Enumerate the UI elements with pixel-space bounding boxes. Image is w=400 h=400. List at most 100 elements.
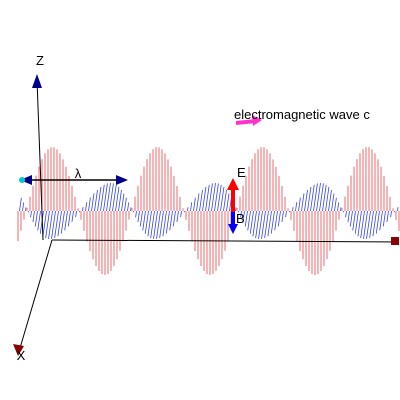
b-field-line — [85, 202, 88, 212]
b-field-line — [242, 210, 245, 223]
b-field-line — [25, 207, 27, 212]
b-field-line — [176, 210, 179, 222]
b-field-line — [379, 210, 383, 231]
b-field-line — [247, 210, 251, 231]
b-field-line — [34, 210, 38, 227]
b-field-line — [258, 210, 263, 239]
b-field-line — [165, 210, 170, 234]
b-field-line — [285, 210, 287, 218]
b-field-line — [363, 210, 368, 239]
b-field-line — [150, 210, 155, 239]
b-field-line — [169, 210, 173, 231]
b-field-line — [304, 189, 308, 212]
b-field-line — [322, 184, 327, 212]
b-field-line — [328, 189, 332, 212]
b-field-line — [386, 210, 389, 222]
b-field-line — [223, 189, 227, 212]
z-arrowhead — [32, 74, 42, 88]
b-field-line — [135, 210, 137, 218]
wavelength-arrow-right — [116, 175, 128, 185]
legend-arrowhead — [252, 115, 262, 126]
b-field-line — [208, 183, 213, 212]
b-field-line — [144, 210, 149, 234]
b-field-line — [214, 183, 219, 212]
b-field-line — [199, 189, 203, 212]
b-field-line — [331, 193, 335, 212]
b-field-line — [64, 210, 68, 231]
b-field-line — [54, 210, 59, 239]
b-field-line — [295, 202, 298, 212]
b-field-line — [369, 210, 374, 239]
b-field-line — [103, 183, 108, 212]
b-field-line — [211, 182, 216, 212]
b-field-line — [292, 207, 294, 212]
b-field-line — [82, 207, 84, 212]
b-field-line — [316, 182, 321, 212]
axis-end — [391, 237, 399, 245]
b-field-line — [240, 210, 242, 218]
b-field-line — [202, 186, 207, 212]
b-label: B — [236, 211, 245, 226]
b-field-line — [118, 189, 122, 212]
propagation-axis — [51, 239, 399, 243]
b-field-line — [57, 210, 62, 237]
b-field-line — [267, 210, 272, 237]
b-field-line — [106, 182, 111, 212]
b-field-line — [109, 183, 114, 212]
b-field-line — [220, 186, 225, 212]
b-field-line — [42, 210, 47, 237]
b-field-line — [372, 210, 377, 237]
b-field-line — [340, 207, 342, 212]
b-field-line — [180, 210, 182, 218]
x-axis — [19, 239, 53, 349]
b-field-line — [37, 210, 41, 231]
z-label: Z — [36, 53, 44, 68]
b-field-line — [19, 197, 22, 212]
b-field-line — [100, 184, 105, 212]
b-field-line — [357, 210, 362, 237]
b-field-line — [352, 210, 356, 231]
b-field-line — [91, 193, 95, 212]
b-field-line — [196, 193, 200, 212]
b-field-line — [264, 210, 269, 239]
wavelength-label: λ — [75, 166, 82, 181]
b-field-line — [310, 184, 315, 212]
b-field-line — [366, 210, 371, 239]
b-field-line — [345, 210, 347, 218]
legend-text: electromagnetic wave c — [234, 107, 370, 122]
b-field-line — [347, 210, 350, 223]
b-field-line — [45, 210, 50, 239]
b-field-line — [142, 210, 146, 231]
b-field-line — [235, 207, 237, 212]
b-field-line — [124, 197, 127, 212]
b-field-line — [349, 210, 353, 227]
b-field-line — [30, 210, 32, 218]
b-field-line — [298, 197, 301, 212]
b-field-line — [147, 210, 152, 237]
e-arrowhead — [227, 178, 239, 190]
b-field-line — [270, 210, 275, 234]
b-field-line — [94, 189, 98, 212]
b-field-line — [32, 210, 35, 223]
z-axis — [36, 79, 44, 241]
b-field-line — [277, 210, 281, 227]
b-field-line — [51, 210, 56, 239]
b-field-line — [153, 210, 158, 239]
b-field-line — [226, 193, 230, 212]
b-field-line — [193, 197, 196, 212]
b-field-line — [261, 210, 266, 239]
b-field-line — [325, 186, 330, 212]
b-field-line — [255, 210, 260, 239]
b-field-line — [60, 210, 65, 234]
b-field-line — [112, 184, 117, 212]
b-field-line — [313, 183, 318, 212]
b-field-line — [244, 210, 248, 227]
b-field-line — [67, 210, 71, 227]
b-field-line — [319, 183, 324, 212]
b-field-line — [252, 210, 257, 237]
x-arrowhead — [13, 344, 24, 356]
b-field-line — [187, 207, 189, 212]
b-field-line — [137, 210, 140, 223]
b-field-line — [354, 210, 359, 234]
